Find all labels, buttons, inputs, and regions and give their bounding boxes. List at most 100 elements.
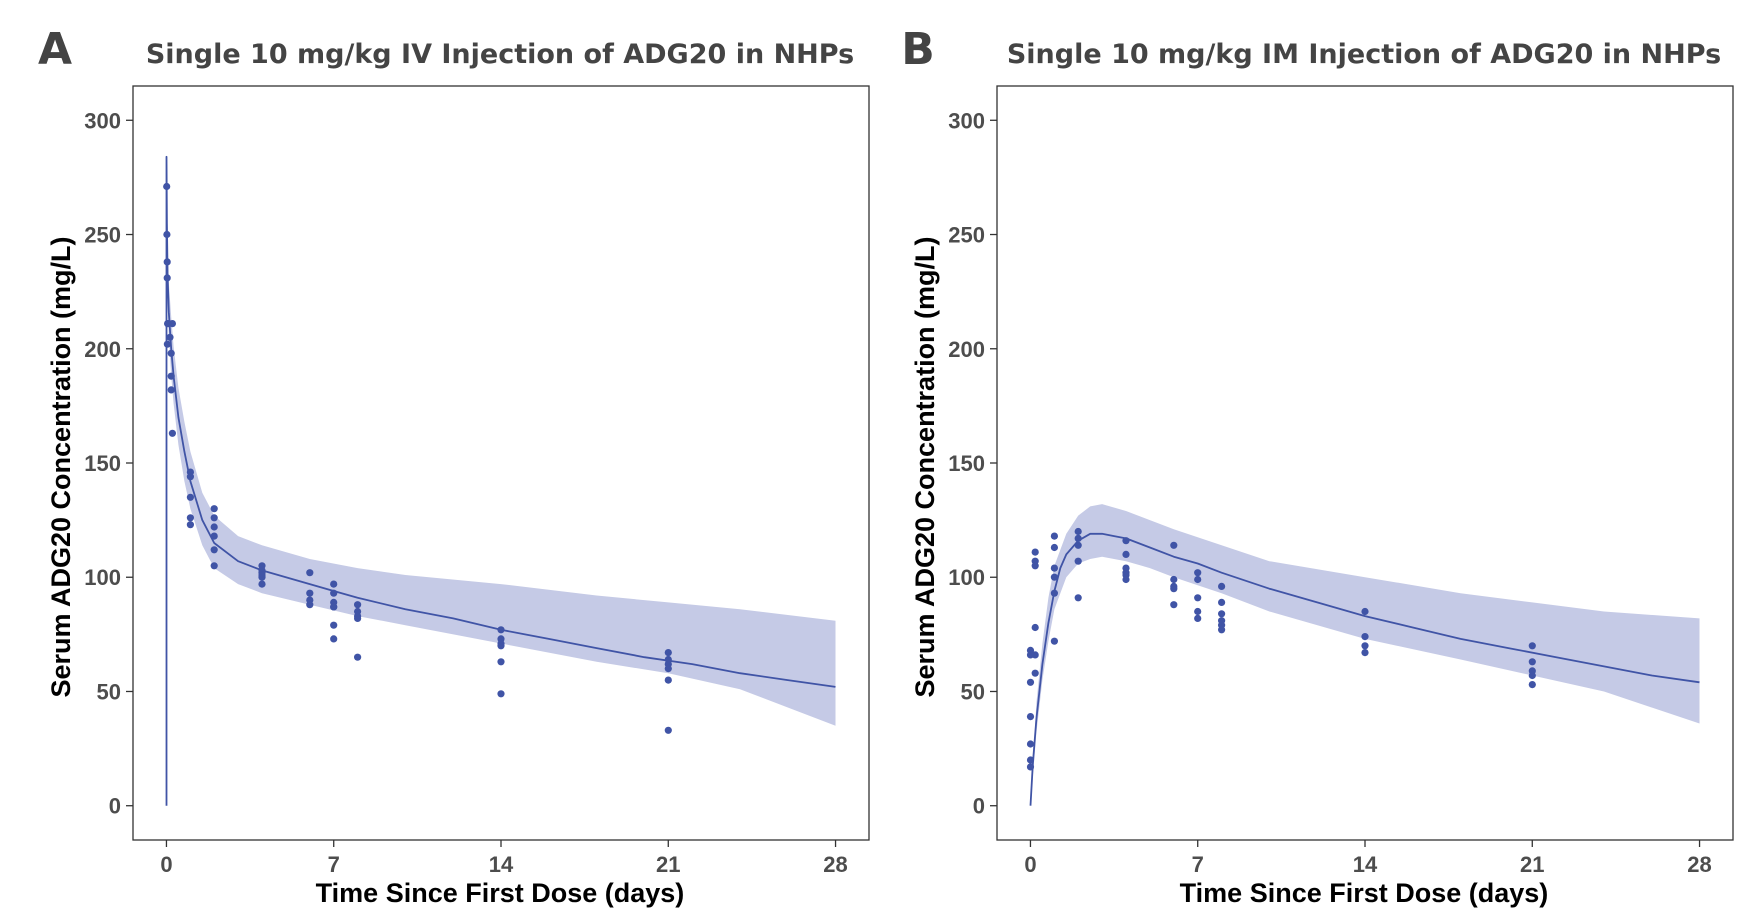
data-point [1122, 550, 1130, 559]
data-point [664, 649, 672, 657]
data-point [1194, 614, 1202, 623]
data-point [1218, 626, 1226, 634]
data-point [664, 665, 672, 673]
data-point [167, 349, 175, 357]
y-axis-label: Serum ADG20 Concentration (mg/L) [910, 236, 940, 697]
data-point [163, 182, 171, 191]
data-point [1031, 623, 1039, 632]
data-point [168, 320, 176, 328]
x-axis-label: Time Since First Dose (days) [1180, 878, 1549, 908]
data-point [1361, 633, 1369, 641]
data-point [1361, 642, 1369, 650]
data-point [210, 523, 218, 531]
data-point [1528, 642, 1536, 650]
data-point [163, 230, 171, 239]
x-tick-label: 21 [656, 852, 680, 877]
data-point [330, 603, 338, 611]
data-point [1218, 610, 1226, 618]
data-point [1026, 740, 1035, 748]
y-tick-label: 0 [973, 794, 985, 819]
data-point [1194, 569, 1202, 577]
panel-letter: A [38, 24, 72, 75]
model-line [1029, 532, 1700, 806]
x-tick-label: 21 [1520, 852, 1544, 877]
data-point [1170, 575, 1178, 584]
data-point [163, 274, 171, 282]
data-point [1026, 756, 1035, 764]
data-point [1074, 527, 1082, 536]
chart-title: Single 10 mg/kg IV Injection of ADG20 in… [146, 39, 854, 70]
data-point [1050, 532, 1058, 540]
chart-title: Single 10 mg/kg IM Injection of ADG20 in… [1007, 39, 1721, 70]
data-point [354, 601, 362, 609]
y-tick-label: 50 [961, 679, 985, 704]
data-point [1031, 548, 1039, 556]
data-point [306, 569, 314, 577]
data-point [1074, 534, 1082, 543]
data-point [1194, 594, 1202, 602]
data-point [163, 258, 171, 266]
data-point [1528, 671, 1536, 680]
data-point [1361, 649, 1369, 657]
data-point [1050, 637, 1058, 645]
data-point [664, 726, 672, 734]
data-point [168, 429, 176, 437]
data-point [497, 658, 505, 666]
x-tick-label: 28 [1687, 852, 1711, 877]
data-point [1050, 564, 1058, 572]
data-point [1170, 601, 1178, 609]
data-point [1170, 541, 1178, 549]
model-line [165, 155, 836, 806]
data-point [1122, 575, 1130, 584]
data-point [1528, 681, 1536, 689]
x-tick-label: 14 [1353, 852, 1378, 877]
data-point [210, 546, 218, 554]
data-point [306, 589, 314, 597]
data-point [1218, 582, 1226, 591]
data-point [330, 580, 338, 588]
data-point [1074, 541, 1082, 549]
data-point [1074, 594, 1082, 602]
data-point [664, 676, 672, 684]
data-point [1026, 713, 1035, 721]
data-point [186, 493, 194, 501]
data-point [167, 386, 175, 394]
y-tick-label: 150 [948, 451, 985, 476]
y-tick-label: 200 [84, 337, 121, 362]
data-point [166, 333, 174, 341]
data-point [186, 514, 194, 522]
y-tick-label: 200 [948, 337, 985, 362]
data-point [330, 635, 338, 643]
data-point [306, 601, 314, 609]
panel-b: B Single 10 mg/kg IM Injection of ADG20 … [901, 24, 1734, 908]
data-point [354, 653, 362, 661]
data-point [1031, 557, 1039, 565]
y-tick-label: 0 [109, 794, 121, 819]
y-axis-label: Serum ADG20 Concentration (mg/L) [46, 236, 76, 697]
x-axis-label: Time Since First Dose (days) [316, 878, 685, 908]
data-point [1050, 543, 1058, 552]
data-point [1031, 669, 1039, 677]
y-tick-label: 250 [84, 223, 121, 248]
x-tick-label: 0 [1024, 852, 1036, 877]
data-point [163, 340, 171, 348]
x-tick-label: 28 [823, 852, 847, 877]
y-tick-label: 100 [84, 565, 121, 590]
x-tick-label: 7 [1192, 852, 1204, 877]
data-point [354, 614, 362, 623]
data-point [1194, 607, 1202, 616]
y-tick-label: 300 [84, 108, 121, 133]
data-point [330, 621, 338, 629]
data-point [210, 505, 218, 513]
data-point [497, 626, 505, 634]
data-point [210, 562, 218, 570]
y-tick-label: 100 [948, 565, 985, 590]
data-point [1031, 651, 1039, 659]
y-tick-label: 150 [84, 451, 121, 476]
data-point [167, 372, 175, 380]
plot-frame [996, 85, 1734, 841]
data-point [497, 690, 505, 698]
data-point [330, 589, 338, 597]
data-point [497, 642, 505, 650]
